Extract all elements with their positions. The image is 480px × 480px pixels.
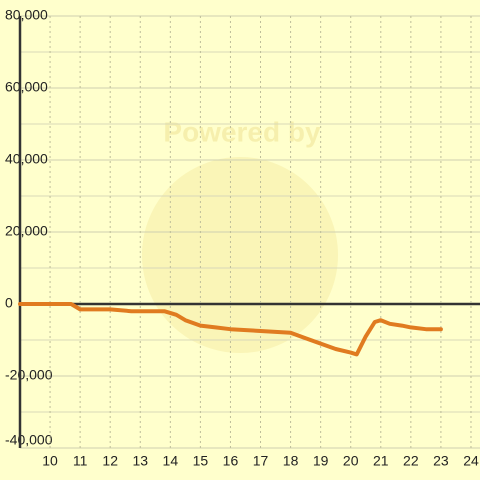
y-tick-label: 80,000	[5, 7, 48, 23]
x-tick-label: 18	[283, 453, 299, 469]
x-tick-label: 20	[343, 453, 359, 469]
x-tick-label: 12	[102, 453, 118, 469]
x-tick-label: 21	[373, 453, 389, 469]
x-tick-label: 13	[132, 453, 148, 469]
x-tick-label: 19	[313, 453, 329, 469]
watermark: Powered by	[163, 116, 321, 147]
y-tick-label: 20,000	[5, 223, 48, 239]
x-tick-label: 17	[253, 453, 269, 469]
x-tick-label: 24	[463, 453, 479, 469]
y-tick-label: 40,000	[5, 151, 48, 167]
y-tick-label: -40,000	[5, 432, 53, 448]
x-tick-label: 14	[163, 453, 179, 469]
x-tick-label: 16	[223, 453, 239, 469]
y-tick-label: 0	[5, 295, 13, 311]
x-tick-label: 15	[193, 453, 209, 469]
y-tick-label: -20,000	[5, 367, 53, 383]
series-line	[18, 302, 443, 357]
watermark-logo	[142, 157, 338, 353]
x-tick-label: 22	[403, 453, 419, 469]
x-tick-label: 11	[73, 453, 88, 469]
x-tick-label: 23	[433, 453, 449, 469]
x-tick-label: 10	[42, 453, 58, 469]
y-tick-label: 60,000	[5, 79, 48, 95]
